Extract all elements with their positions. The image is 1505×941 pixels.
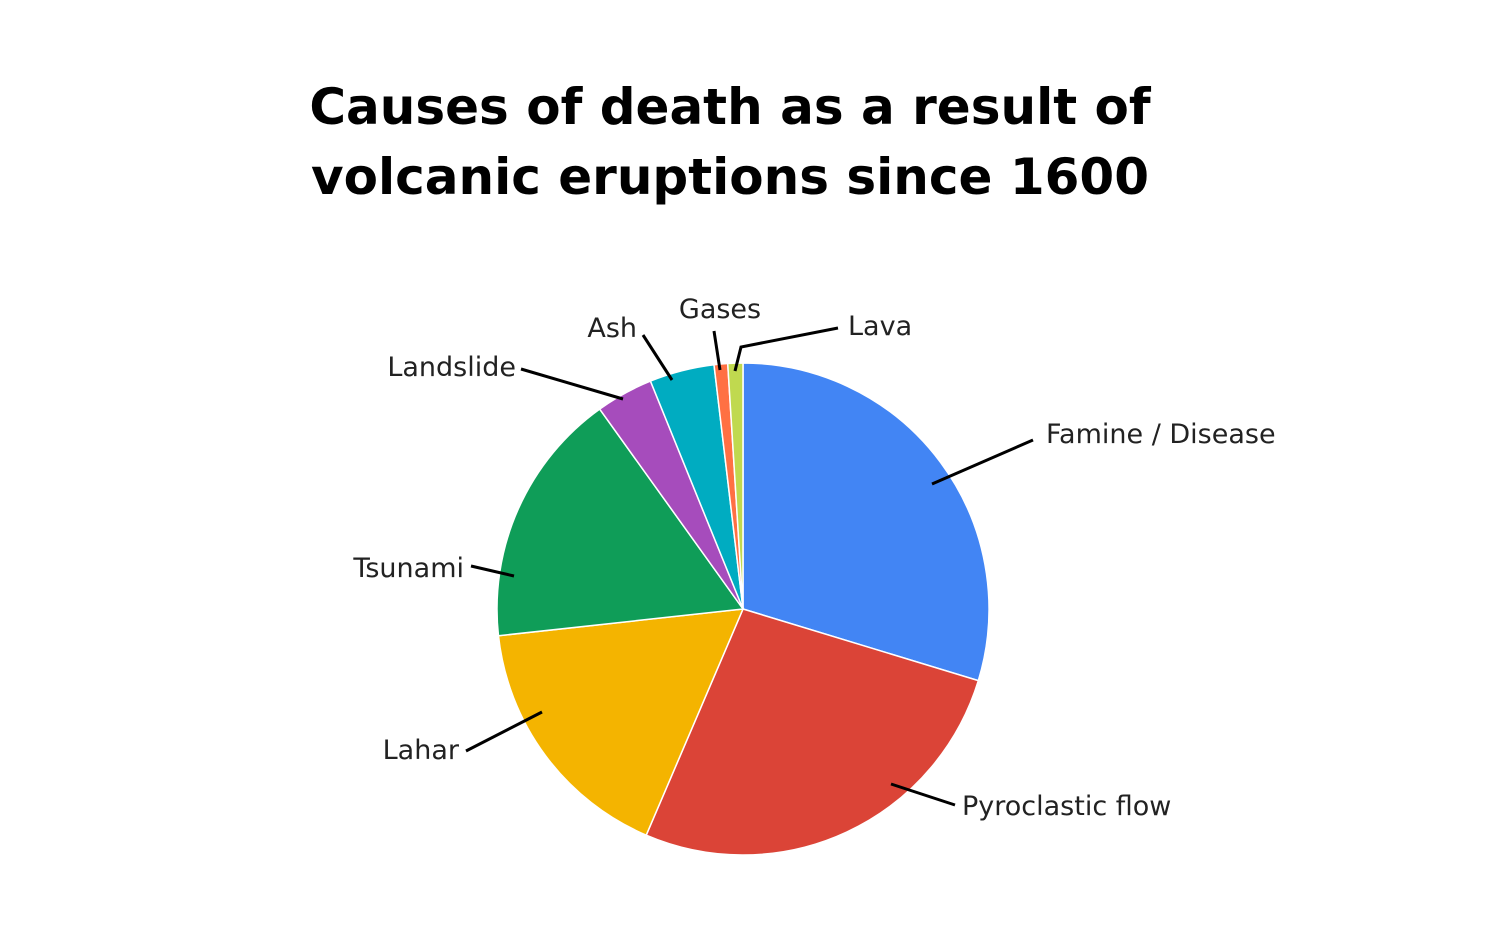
leader-line-landslide [520, 367, 624, 401]
slice-label-famine-disease: Famine / Disease [1046, 419, 1276, 450]
leader-line-pyroclastic-flow [890, 782, 956, 807]
slice-label-tsunami: Tsunami [352, 553, 464, 584]
slice-label-ash: Ash [587, 313, 637, 344]
slice-labels: Famine / Disease Pyroclastic flow Lahar Tsu… [352, 294, 1275, 822]
chart-title: Causes of death as a result of volcanic … [0, 72, 1460, 212]
leader-line-famine-disease [931, 438, 1034, 486]
slice-label-lava: Lava [848, 311, 912, 342]
slice-label-pyroclastic-flow: Pyroclastic flow [962, 791, 1171, 822]
leader-line-tsunami [470, 564, 515, 578]
slice-label-landslide: Landslide [387, 352, 516, 383]
leader-line-lahar [465, 710, 543, 753]
leader-line-lava [733, 326, 839, 372]
chart-title-line-2: volcanic eruptions since 1600 [311, 148, 1149, 206]
slice-label-lahar: Lahar [383, 735, 460, 766]
chart-title-line-1: Causes of death as a result of [309, 78, 1151, 136]
slice-label-gases: Gases [679, 294, 761, 325]
leader-line-gases [712, 330, 722, 371]
pie-slice-famine-disease [742, 362, 990, 682]
pie-slice-pyroclastic-flow [645, 608, 980, 856]
pie-slices [496, 362, 990, 856]
pie-slice-tsunami [496, 408, 745, 637]
pie-slice-lahar [497, 608, 745, 837]
pie-slice-lava [726, 362, 744, 610]
leader-line-ash [641, 334, 674, 381]
leader-lines [465, 326, 1034, 807]
